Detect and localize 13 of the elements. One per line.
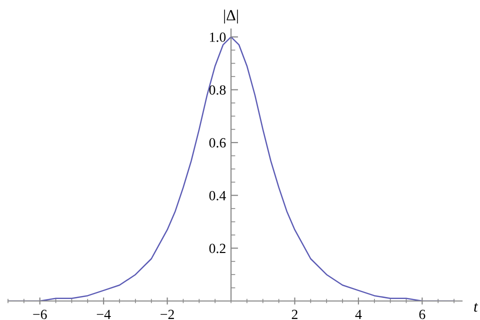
x-tick-label: 2 <box>292 310 298 319</box>
x-tick-label: −2 <box>160 310 174 319</box>
y-tick-label: 0.8 <box>209 85 226 95</box>
x-tick-label: 6 <box>419 310 426 320</box>
x-tick-label: −4 <box>96 310 111 319</box>
x-tick-label: 4 <box>355 310 362 319</box>
y-tick-label: 0.2 <box>209 244 226 254</box>
y-axis-title: |Δ| <box>224 10 238 24</box>
y-tick-label: 0.6 <box>209 138 226 148</box>
x-tick-label: −6 <box>33 310 47 320</box>
y-tick-label: 1.0 <box>210 32 226 42</box>
x-axis-title: t <box>474 303 478 312</box>
y-tick-label: 0.4 <box>209 190 226 200</box>
